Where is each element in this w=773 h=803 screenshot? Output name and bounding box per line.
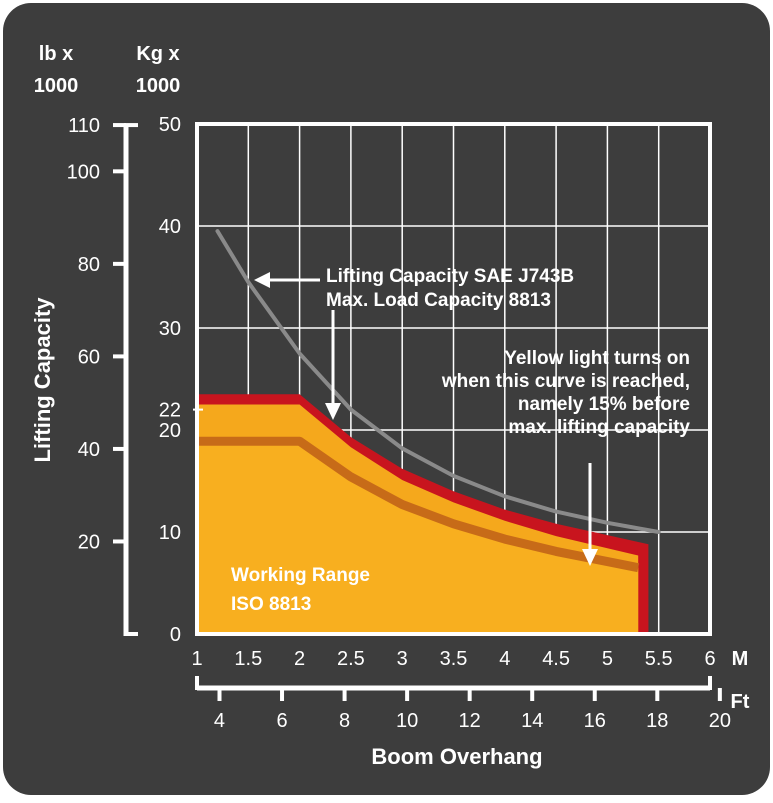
ft-tick-label: 10 [396, 710, 418, 732]
plot-border [195, 122, 712, 636]
x-unit-m: M [732, 648, 749, 670]
m-tick-label: 3 [397, 648, 408, 670]
lb-tick-label: 20 [78, 531, 100, 553]
kg-tick-label: 0 [170, 624, 181, 646]
m-tick-label: 3.5 [440, 648, 468, 670]
max-load-arrow-head [325, 403, 341, 420]
lb-tick-label: 40 [78, 439, 100, 461]
annotations: Lifting Capacity SAE J743B Max. Load Capa… [231, 266, 690, 615]
max-load-label: Max. Load Capacity 8813 [326, 290, 551, 311]
m-tick-label: 5 [602, 648, 613, 670]
m-tick-label: 4 [499, 648, 510, 670]
kg-tick-label: 10 [159, 522, 181, 544]
m-tick-label: 1.5 [234, 648, 262, 670]
kg-header-line-2: 1000 [136, 75, 181, 97]
ft-tick-label: 20 [709, 710, 731, 732]
working-range-iso-label: ISO 8813 [231, 594, 311, 615]
kg-tick-label: 50 [159, 114, 181, 136]
kg-tick-label: 22 [159, 400, 181, 422]
yellow-light-label: max. lifting capacity [508, 417, 690, 438]
m-tick-label: 4.5 [542, 648, 570, 670]
ft-tick-label: 12 [459, 710, 481, 732]
working-range-label: Working Range [231, 565, 370, 586]
lb-header-line-1: lb x [39, 43, 73, 65]
kg-tick-label: 40 [159, 216, 181, 238]
lb-tick-label: 100 [67, 161, 100, 183]
kg-header-line-1: Kg x [136, 43, 179, 65]
lb-tick-label: 80 [78, 254, 100, 276]
safe-area [197, 441, 639, 634]
ft-tick-label: 4 [214, 710, 225, 732]
sae-arrow-head [254, 272, 270, 288]
lb-tick-label: 110 [68, 115, 100, 137]
y-axis-title: Lifting Capacity [30, 297, 55, 463]
x-axis-title: Boom Overhang [371, 744, 542, 769]
plot-frame [195, 122, 712, 636]
sae-label: Lifting Capacity SAE J743B [326, 266, 574, 287]
m-tick-label: 2 [294, 648, 305, 670]
lb-header-line-2: 1000 [34, 75, 79, 97]
kg-tick-label: 20 [159, 420, 181, 442]
curve-areas [197, 229, 661, 634]
yellow-light-label: Yellow light turns on [504, 348, 690, 369]
ft-tick-label: 14 [521, 710, 543, 732]
ft-tick-label: 18 [646, 710, 668, 732]
lb-tick-label: 60 [78, 346, 100, 368]
ft-tick-label: 6 [276, 710, 287, 732]
yellow-light-label: namely 15% before [518, 394, 690, 415]
m-tick-label: 6 [704, 648, 715, 670]
m-tick-label: 5.5 [645, 648, 673, 670]
kg-tick-label: 30 [159, 318, 181, 340]
yellow-light-label: when this curve is reached, [441, 371, 690, 392]
m-tick-label: 1 [191, 648, 202, 670]
yellow-arrow-head [582, 549, 598, 566]
m-tick-label: 2.5 [337, 648, 365, 670]
x-unit-ft: Ft [731, 691, 750, 713]
ft-tick-label: 16 [584, 710, 606, 732]
sae-capacity-curve [215, 229, 661, 534]
ft-tick-label: 8 [339, 710, 350, 732]
